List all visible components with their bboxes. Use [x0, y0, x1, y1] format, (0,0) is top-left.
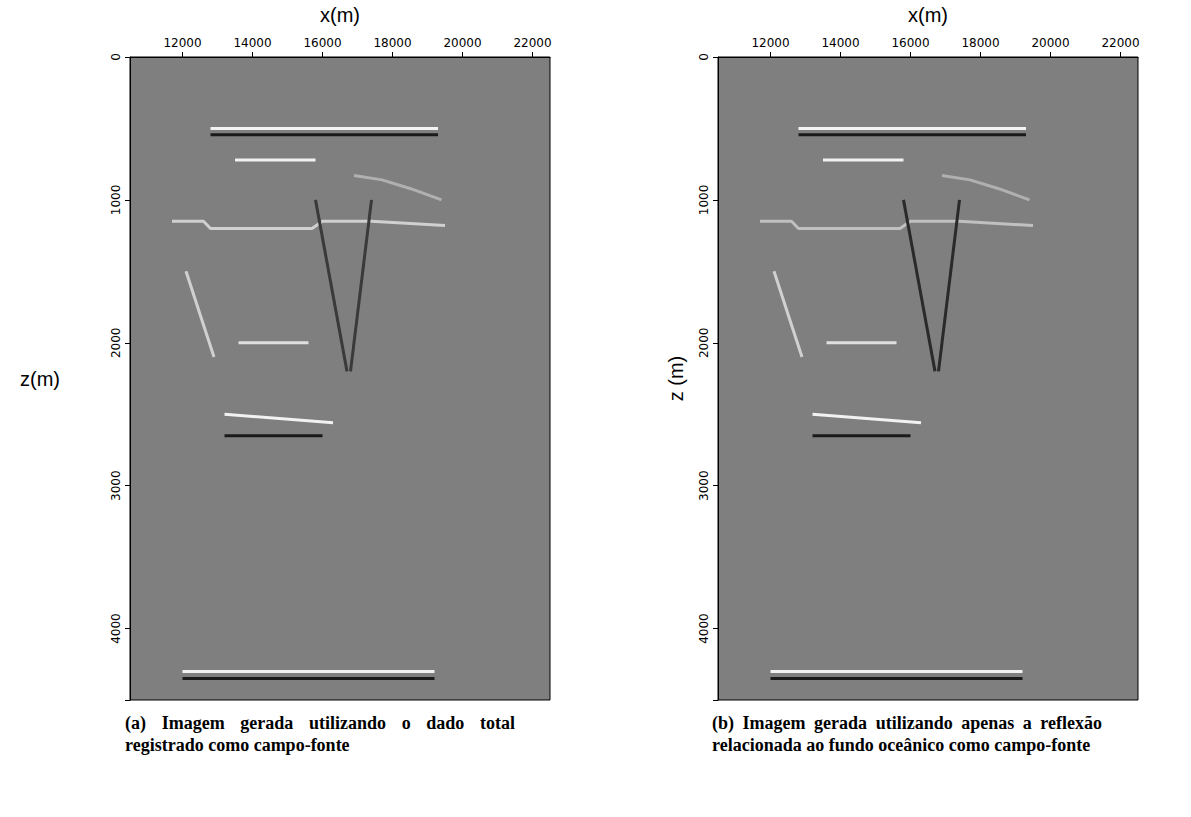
svg-text:12000: 12000 — [751, 36, 789, 50]
svg-text:14000: 14000 — [233, 36, 271, 50]
svg-text:20000: 20000 — [443, 36, 481, 50]
svg-text:0: 0 — [697, 53, 711, 61]
svg-text:12000: 12000 — [163, 36, 201, 50]
svg-text:x(m): x(m) — [320, 4, 360, 26]
svg-text:20000: 20000 — [1031, 36, 1069, 50]
svg-text:1000: 1000 — [697, 185, 711, 216]
svg-text:22000: 22000 — [1101, 36, 1139, 50]
svg-text:z(m): z(m) — [20, 368, 60, 390]
svg-text:16000: 16000 — [303, 36, 341, 50]
svg-text:1000: 1000 — [109, 185, 123, 216]
html-text:(b) Imagem gerada utilizando a: (b) Imagem gerada utilizando apenas a re… — [712, 713, 1102, 755]
svg-text:4000: 4000 — [109, 613, 123, 644]
svg-text:16000: 16000 — [891, 36, 929, 50]
svg-text:2000: 2000 — [697, 328, 711, 359]
html-text:(a) Imagem gerada utilizando o: (a) Imagem gerada utilizando o dado tota… — [125, 713, 515, 755]
svg-text:18000: 18000 — [961, 36, 999, 50]
svg-text:0: 0 — [109, 53, 123, 61]
svg-text:18000: 18000 — [373, 36, 411, 50]
svg-text:x(m): x(m) — [908, 4, 948, 26]
svg-text:22000: 22000 — [513, 36, 551, 50]
svg-text:3000: 3000 — [697, 470, 711, 501]
svg-text:14000: 14000 — [821, 36, 859, 50]
svg-text:z (m): z (m) — [665, 356, 687, 402]
svg-text:4000: 4000 — [697, 613, 711, 644]
svg-text:3000: 3000 — [109, 470, 123, 501]
svg-text:2000: 2000 — [109, 328, 123, 359]
